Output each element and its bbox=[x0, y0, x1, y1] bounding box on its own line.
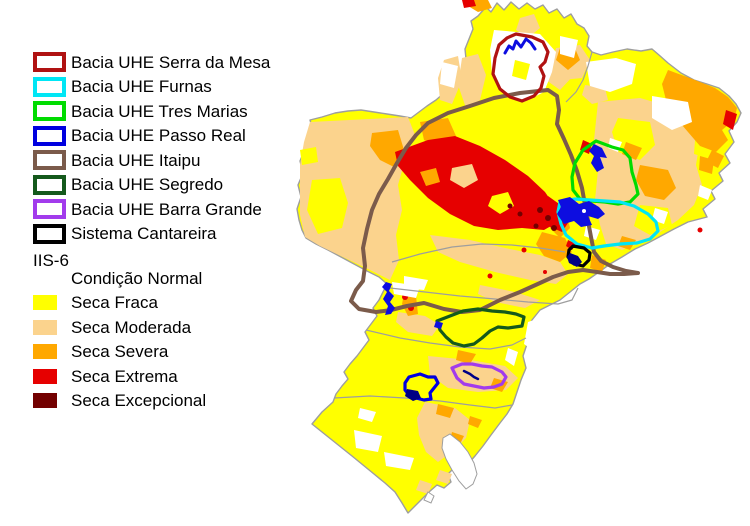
seca-excepcional-patches bbox=[507, 203, 557, 231]
legend-row-barra-grande: Bacia UHE Barra Grande bbox=[33, 197, 270, 222]
passo-real-swatch bbox=[33, 125, 66, 146]
legend-row-seca-excepcional: Seca Excepcional bbox=[33, 389, 270, 414]
segredo-basin-outline bbox=[435, 307, 526, 348]
legend-row-itaipu: Bacia UHE Itaipu bbox=[33, 148, 270, 173]
legend-row-condicao-normal: Condição Normal bbox=[33, 266, 270, 291]
legend-label: Bacia UHE Barra Grande bbox=[71, 199, 262, 219]
condicao-normal-swatch bbox=[33, 270, 57, 286]
legend: Bacia UHE Serra da Mesa Bacia UHE Furnas… bbox=[33, 50, 270, 413]
serra-da-mesa-swatch bbox=[33, 52, 66, 73]
legend-row-seca-severa: Seca Severa bbox=[33, 340, 270, 365]
seca-extrema-patches bbox=[395, 0, 737, 311]
coastal-lagoon bbox=[441, 433, 478, 490]
barra-grande-reservoir bbox=[462, 369, 480, 381]
legend-label: Seca Severa bbox=[71, 342, 169, 362]
legend-row-passo-real: Bacia UHE Passo Real bbox=[33, 124, 270, 149]
legend-label: Bacia UHE Furnas bbox=[71, 77, 212, 97]
segredo-reservoir bbox=[434, 321, 443, 329]
legend-label: Sistema Cantareira bbox=[71, 224, 217, 244]
cantareira-swatch bbox=[33, 223, 66, 244]
legend-label: Seca Extrema bbox=[71, 366, 178, 386]
furnas-basin-outline bbox=[556, 197, 660, 250]
state-borders bbox=[333, 51, 593, 409]
itaipu-reservoir bbox=[382, 282, 395, 315]
passo-real-reservoir bbox=[405, 389, 421, 401]
seca-excepcional-swatch bbox=[33, 393, 57, 409]
legend-label: Bacia UHE Serra da Mesa bbox=[71, 52, 271, 72]
legend-row-cantareira: Sistema Cantareira bbox=[33, 222, 270, 247]
seca-moderada-swatch bbox=[33, 319, 57, 335]
segredo-swatch bbox=[33, 174, 66, 195]
legend-row-seca-extrema: Seca Extrema bbox=[33, 364, 270, 389]
legend-label: Bacia UHE Segredo bbox=[71, 175, 224, 195]
legend-row-tres-marias: Bacia UHE Tres Marias bbox=[33, 99, 270, 124]
legend-label: Seca Fraca bbox=[71, 293, 158, 313]
itaipu-basin-outline bbox=[349, 88, 640, 314]
barra-grande-swatch bbox=[33, 199, 66, 220]
cantareira-system-outline bbox=[566, 244, 592, 268]
reservoirs bbox=[382, 37, 607, 401]
tres-marias-reservoir bbox=[589, 144, 607, 172]
legend-label: Bacia UHE Tres Marias bbox=[71, 101, 248, 121]
legend-label: Bacia UHE Itaipu bbox=[71, 150, 201, 170]
cantareira-reservoir bbox=[567, 253, 582, 267]
itaipu-swatch bbox=[33, 150, 66, 171]
tres-marias-basin-outline bbox=[570, 139, 640, 206]
serra-da-mesa-basin-outline bbox=[491, 32, 550, 103]
legend-label: Condição Normal bbox=[71, 268, 203, 288]
furnas-reservoir bbox=[557, 197, 605, 227]
serra-da-mesa-reservoir bbox=[503, 37, 537, 55]
seca-fraca-swatch bbox=[33, 295, 57, 311]
legend-row-segredo: Bacia UHE Segredo bbox=[33, 173, 270, 198]
legend-label: Bacia UHE Passo Real bbox=[71, 126, 246, 146]
legend-row-seca-fraca: Seca Fraca bbox=[33, 291, 270, 316]
legend-label: Seca Moderada bbox=[71, 317, 192, 337]
passo-real-basin-outline bbox=[403, 372, 440, 402]
barra-grande-basin-outline bbox=[450, 362, 508, 390]
seca-extrema-swatch bbox=[33, 368, 57, 384]
index-title: IIS-6 bbox=[33, 251, 69, 270]
small-lagoon bbox=[423, 491, 435, 504]
legend-row-furnas: Bacia UHE Furnas bbox=[33, 75, 270, 100]
tres-marias-swatch bbox=[33, 101, 66, 122]
legend-label: Seca Excepcional bbox=[71, 391, 207, 411]
legend-row-serra-da-mesa: Bacia UHE Serra da Mesa bbox=[33, 50, 270, 75]
furnas-swatch bbox=[33, 76, 66, 97]
seca-severa-swatch bbox=[33, 344, 57, 360]
legend-row-seca-moderada: Seca Moderada bbox=[33, 315, 270, 340]
